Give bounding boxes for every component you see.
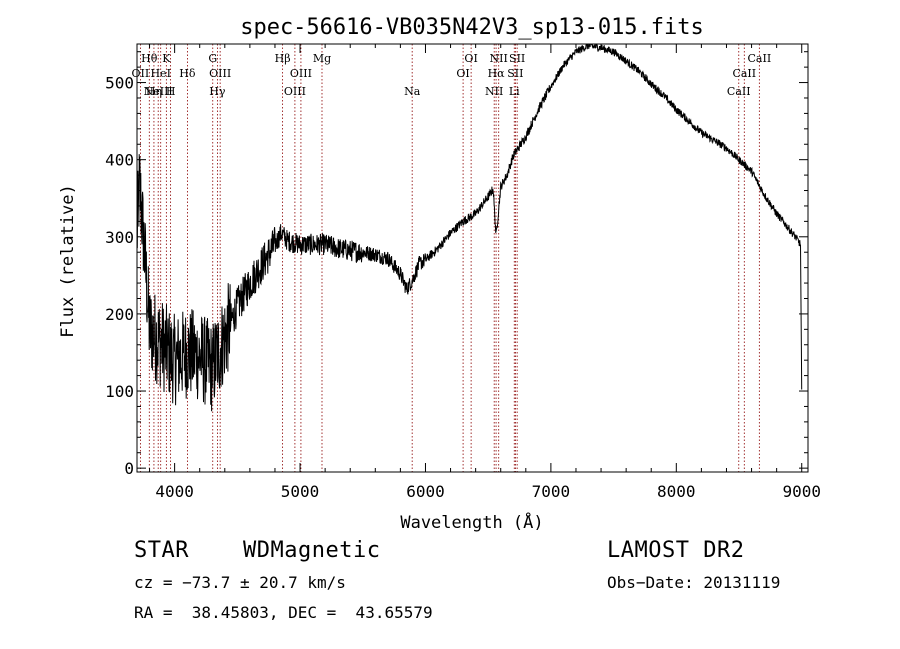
line-labels: HθOIINeIIIHηHeIKHHδGHγOIIIHβOIIIOIIIMgNa… — [132, 52, 772, 98]
plot-frame — [136, 43, 809, 473]
line-label: HeI — [150, 67, 170, 80]
x-tick-label: 6000 — [406, 482, 445, 501]
line-label: SII — [507, 67, 523, 80]
line-label: NII — [485, 85, 503, 98]
line-label: Mg — [313, 52, 331, 65]
y-tick-label: 500 — [105, 74, 134, 93]
object-subclass: WDMagnetic — [243, 538, 381, 563]
spectrum-line — [136, 43, 803, 412]
line-label: OIII — [290, 67, 312, 80]
line-label: NeIII — [144, 85, 173, 98]
y-axis-ticks: 0 100 200 300 400 500 — [105, 51, 808, 478]
object-type: STAR — [134, 538, 189, 563]
chart-title: spec-56616-VB035N42V3_sp13-015.fits — [240, 15, 704, 40]
x-tick-label: 7000 — [532, 482, 571, 501]
line-label: Hη — [146, 85, 162, 98]
line-label: Hγ — [209, 85, 226, 98]
x-tick-label: 8000 — [657, 482, 696, 501]
line-label: CaII — [748, 52, 772, 65]
line-label: NII — [490, 52, 508, 65]
line-label: Hα — [488, 67, 506, 80]
y-tick-label: 0 — [124, 459, 134, 478]
line-markers — [139, 44, 760, 472]
line-label: OIII — [209, 67, 231, 80]
survey-name: LAMOST DR2 — [607, 538, 745, 563]
y-axis-label: Flux (relative) — [58, 184, 78, 338]
line-label: Li — [509, 85, 520, 98]
x-tick-label: 9000 — [782, 482, 821, 501]
line-label: Hδ — [179, 67, 196, 80]
line-label: SII — [509, 52, 525, 65]
x-tick-label: 5000 — [281, 482, 320, 501]
x-tick-label: 4000 — [155, 482, 194, 501]
line-label: CaII — [727, 85, 751, 98]
line-label: OII — [132, 67, 150, 80]
coordinates: RA = 38.45803, DEC = 43.65579 — [134, 603, 433, 622]
y-tick-label: 200 — [105, 305, 134, 324]
line-label: Hβ — [275, 52, 291, 65]
line-label: G — [208, 52, 217, 65]
line-label: H — [166, 85, 176, 98]
y-tick-label: 300 — [105, 228, 134, 247]
x-axis-ticks: 4000 5000 6000 7000 8000 9000 — [149, 44, 821, 501]
line-label: OI — [456, 67, 469, 80]
obs-date: Obs−Date: 20131119 — [607, 573, 781, 592]
line-label: OI — [464, 52, 477, 65]
y-tick-label: 100 — [105, 382, 134, 401]
redshift-text: cz = −73.7 ± 20.7 km/s — [134, 573, 346, 592]
line-label: Na — [404, 85, 421, 98]
x-axis-label: Wavelength (Å) — [400, 511, 543, 533]
y-tick-label: 400 — [105, 151, 134, 170]
line-label: K — [162, 52, 171, 65]
line-label: CaII — [732, 67, 756, 80]
line-label: OIII — [284, 85, 306, 98]
line-label: Hθ — [141, 52, 158, 65]
